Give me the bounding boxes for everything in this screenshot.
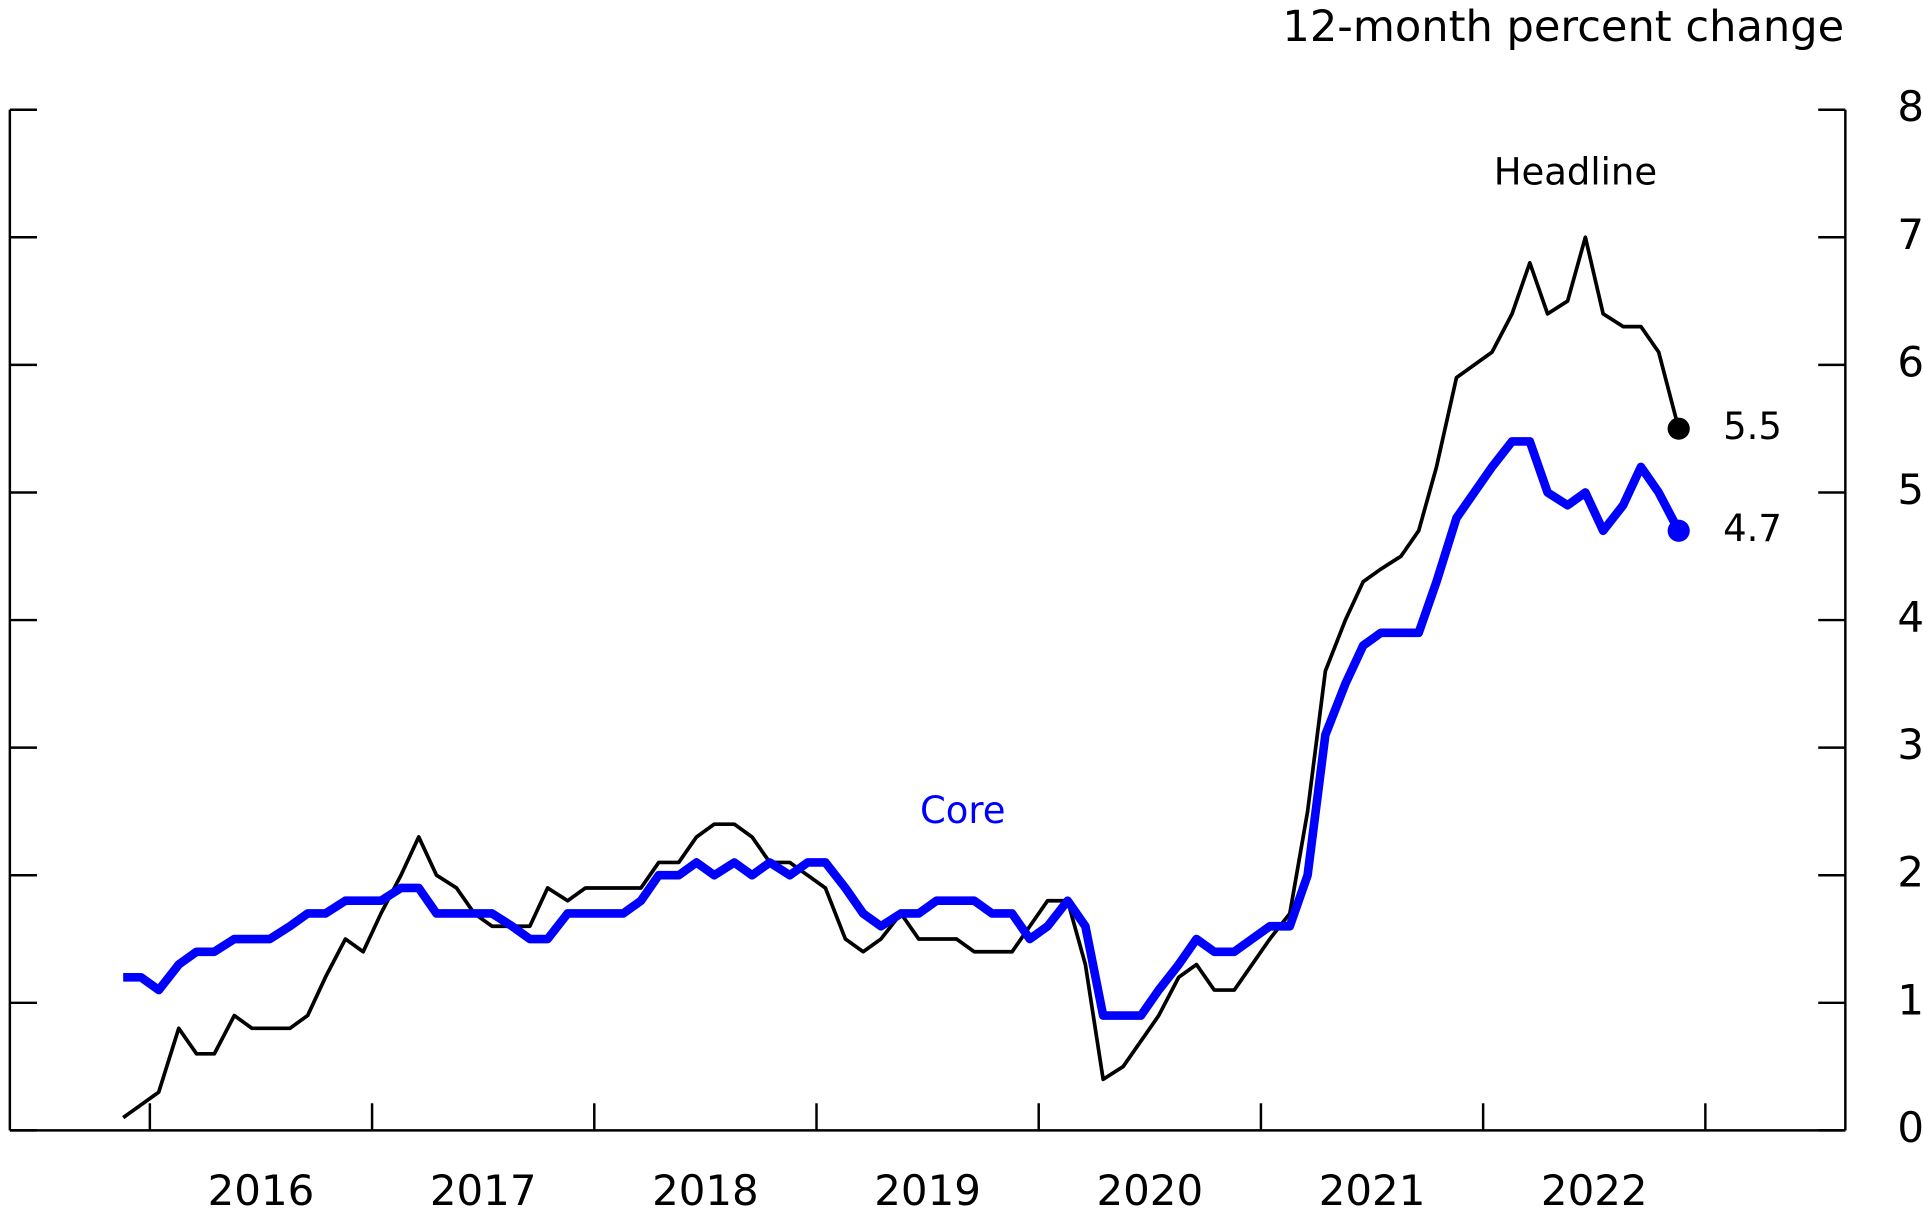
- y-tick-label: 2: [1897, 848, 1923, 897]
- y-tick-label: 1: [1897, 975, 1923, 1024]
- x-tick-label: 2018: [652, 1166, 759, 1211]
- x-tick-label: 2017: [430, 1166, 537, 1211]
- y-tick-label: 5: [1897, 465, 1923, 514]
- series-line: [122, 235, 1681, 1120]
- y-tick-label: 8: [1897, 82, 1923, 131]
- y-tick-label: 7: [1897, 210, 1923, 259]
- plot: 12-month percent change 0 1 2 3 4 5 6 7 8 2016 201…: [8, 2, 1923, 1211]
- end-value-label: 5.5: [1723, 405, 1782, 448]
- y-tick-label: 3: [1897, 720, 1923, 769]
- x-tick-label: 2022: [1541, 1166, 1648, 1211]
- end-value-label: 4.7: [1723, 507, 1782, 550]
- y-axis-label: 12-month percent change: [1282, 2, 1844, 52]
- series-label: Core: [920, 789, 1006, 832]
- series-label: Headline: [1494, 150, 1657, 193]
- series-line: [123, 437, 1683, 1020]
- y-tick-label: 0: [1897, 1103, 1923, 1152]
- y-tick-label: 6: [1897, 337, 1923, 386]
- end-marker: [1667, 519, 1690, 542]
- end-marker: [1667, 417, 1690, 440]
- x-tick-label: 2021: [1319, 1166, 1426, 1211]
- x-tick-label: 2020: [1096, 1166, 1203, 1211]
- y-tick-label: 4: [1897, 593, 1923, 642]
- x-tick-label: 2019: [874, 1166, 981, 1211]
- x-tick-label: 2016: [208, 1166, 315, 1211]
